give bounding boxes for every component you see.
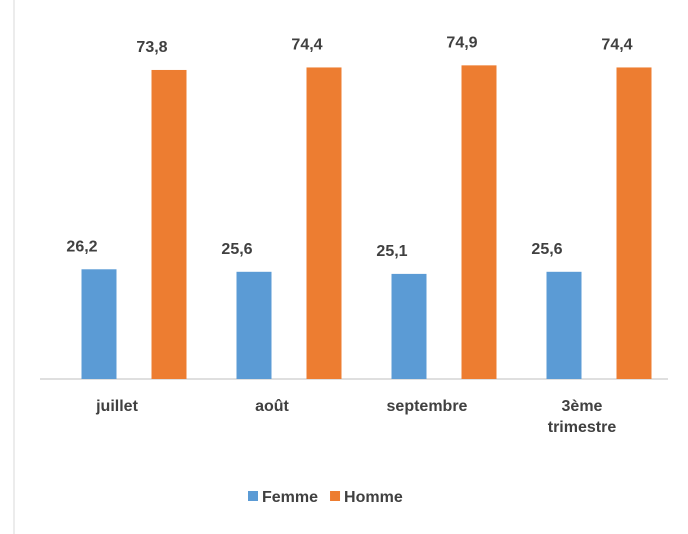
x-tick-label: juillet bbox=[96, 398, 138, 415]
legend-swatch bbox=[248, 491, 258, 501]
data-label: 25,6 bbox=[221, 241, 252, 258]
legend-swatch bbox=[330, 491, 341, 501]
data-label: 26,2 bbox=[66, 238, 97, 255]
bar bbox=[616, 67, 652, 379]
data-label: 74,4 bbox=[291, 36, 322, 53]
bar bbox=[461, 65, 497, 379]
bar bbox=[151, 69, 187, 380]
x-tick-label: septembre bbox=[386, 398, 468, 415]
x-tick-label: août bbox=[255, 398, 289, 415]
data-label: 25,1 bbox=[376, 243, 407, 260]
data-label: 25,6 bbox=[531, 241, 562, 258]
bar bbox=[391, 273, 427, 379]
bar bbox=[306, 67, 342, 379]
bar bbox=[81, 269, 117, 379]
data-label: 74,4 bbox=[601, 36, 632, 53]
legend-label: Femme bbox=[262, 489, 318, 506]
bar bbox=[236, 271, 272, 379]
x-tick-label: 3ème trimestre bbox=[547, 398, 617, 436]
bar bbox=[546, 271, 582, 379]
legend-label: Homme bbox=[344, 489, 403, 506]
data-label: 73,8 bbox=[136, 39, 167, 56]
data-label: 74,9 bbox=[446, 34, 477, 51]
